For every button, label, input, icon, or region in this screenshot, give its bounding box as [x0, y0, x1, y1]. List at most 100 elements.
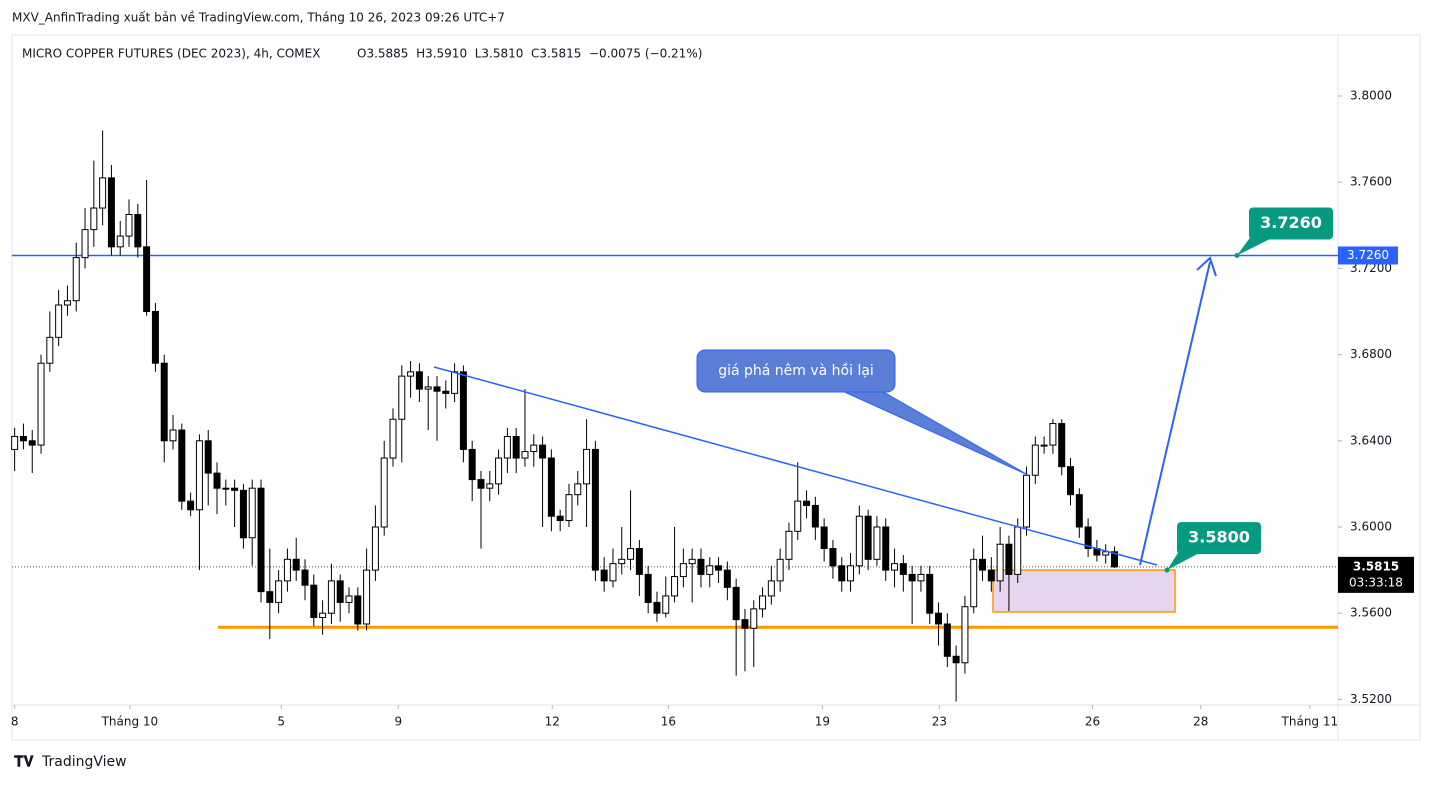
candle-body — [28, 440, 36, 446]
candle-body — [503, 435, 511, 459]
x-tick-label: 12 — [545, 715, 560, 729]
candle-body — [820, 526, 828, 550]
candle-body — [116, 235, 124, 248]
last-price-label: 3.5815 — [1353, 559, 1399, 573]
candle-body — [1023, 474, 1031, 528]
y-tick-label: 3.7600 — [1350, 175, 1392, 189]
candle-body — [583, 448, 591, 485]
candle-body — [169, 429, 177, 442]
candle-body — [143, 246, 151, 312]
candle-body — [301, 569, 309, 586]
price-point — [1164, 567, 1170, 573]
x-tick-label: 16 — [661, 715, 676, 729]
candle-body — [204, 440, 212, 474]
candle-body — [723, 569, 731, 588]
candle-body — [961, 606, 969, 664]
candle-body — [55, 304, 63, 338]
candle-body — [477, 479, 485, 489]
price-callout-text: 3.7260 — [1260, 213, 1322, 232]
candle-body — [565, 494, 573, 522]
candle-body — [767, 580, 775, 597]
y-tick-label: 3.6000 — [1350, 519, 1392, 533]
callout-text: giá phá nêm và hồi lại — [718, 362, 874, 379]
wedge-line — [433, 366, 1158, 566]
candle-body — [354, 595, 362, 625]
candle-body — [618, 558, 626, 565]
candle-body — [178, 429, 186, 502]
candle-body — [11, 435, 19, 450]
candle-body — [151, 310, 159, 364]
candle-body — [671, 576, 679, 597]
candle-body — [336, 580, 344, 603]
ohlc: O3.5885 H3.5910 L3.5810 C3.5815 −0.0075 … — [357, 47, 702, 61]
x-tick-label: 9 — [394, 715, 402, 729]
candle-body — [627, 548, 635, 560]
candle-body — [750, 608, 758, 629]
candle-body — [107, 177, 115, 248]
candle-body — [776, 558, 784, 582]
x-tick-label: Tháng 11 — [1281, 715, 1339, 729]
level-label-box — [1338, 246, 1398, 265]
x-tick-label: 5 — [277, 715, 285, 729]
drawings: giá phá nêm và hồi lại 3.7260 3.5800 — [433, 207, 1333, 573]
candle-body — [195, 440, 203, 511]
candle-body — [838, 565, 846, 582]
candle-body — [495, 457, 503, 485]
level-label: 3.7260 — [1347, 248, 1389, 262]
candle-body — [926, 573, 934, 614]
candle-body — [803, 500, 811, 506]
x-tick-label: Tháng 10 — [101, 715, 159, 729]
candle-body — [459, 371, 467, 450]
candle-body — [1058, 423, 1066, 468]
candle-body — [239, 489, 247, 539]
candle-body — [451, 371, 459, 394]
candle-body — [715, 565, 723, 571]
price-callout-text: 3.5800 — [1188, 528, 1250, 547]
candle-body — [486, 483, 494, 489]
price-callout — [1177, 522, 1261, 555]
candle-body — [591, 448, 599, 571]
y-tick-label: 3.5200 — [1350, 692, 1392, 706]
candle-body — [882, 526, 890, 571]
x-tick-label: 26 — [1085, 715, 1100, 729]
candle-body — [160, 362, 168, 442]
y-tick-label: 3.8000 — [1350, 88, 1392, 102]
candle-body — [415, 371, 423, 390]
candle-body — [697, 558, 705, 575]
candle-body — [248, 487, 256, 539]
x-tick-label: 19 — [815, 715, 830, 729]
candle-body — [864, 515, 872, 560]
x-tick-label: 23 — [932, 715, 947, 729]
candle-body — [600, 569, 608, 582]
callout — [696, 349, 896, 393]
candle-body — [1075, 494, 1083, 528]
candle-body — [213, 472, 221, 489]
candle-body — [539, 444, 547, 459]
candle-body — [310, 584, 318, 619]
footer: TradingView — [41, 754, 127, 770]
candle-body — [1111, 551, 1119, 568]
price-callout — [1249, 207, 1333, 240]
candle-body — [398, 375, 406, 420]
candle-body — [389, 418, 397, 459]
candle-body — [231, 487, 239, 491]
candle-body — [1031, 444, 1039, 476]
candle-body — [970, 558, 978, 608]
candle-body — [19, 435, 27, 442]
target-arrow — [1139, 256, 1217, 566]
candle-body — [407, 371, 415, 377]
candle-body — [732, 586, 740, 621]
candle-body — [662, 595, 670, 614]
candle-body — [81, 229, 89, 259]
retest-zone — [992, 569, 1176, 613]
candle-body — [653, 601, 661, 614]
candle-body — [442, 390, 450, 394]
candle-body — [1067, 466, 1075, 496]
candle-body — [433, 386, 441, 392]
candle-body — [187, 500, 195, 511]
candle-body — [1049, 423, 1057, 446]
candle-body — [37, 362, 45, 446]
candle-body — [125, 214, 133, 237]
candle-body — [899, 563, 907, 575]
